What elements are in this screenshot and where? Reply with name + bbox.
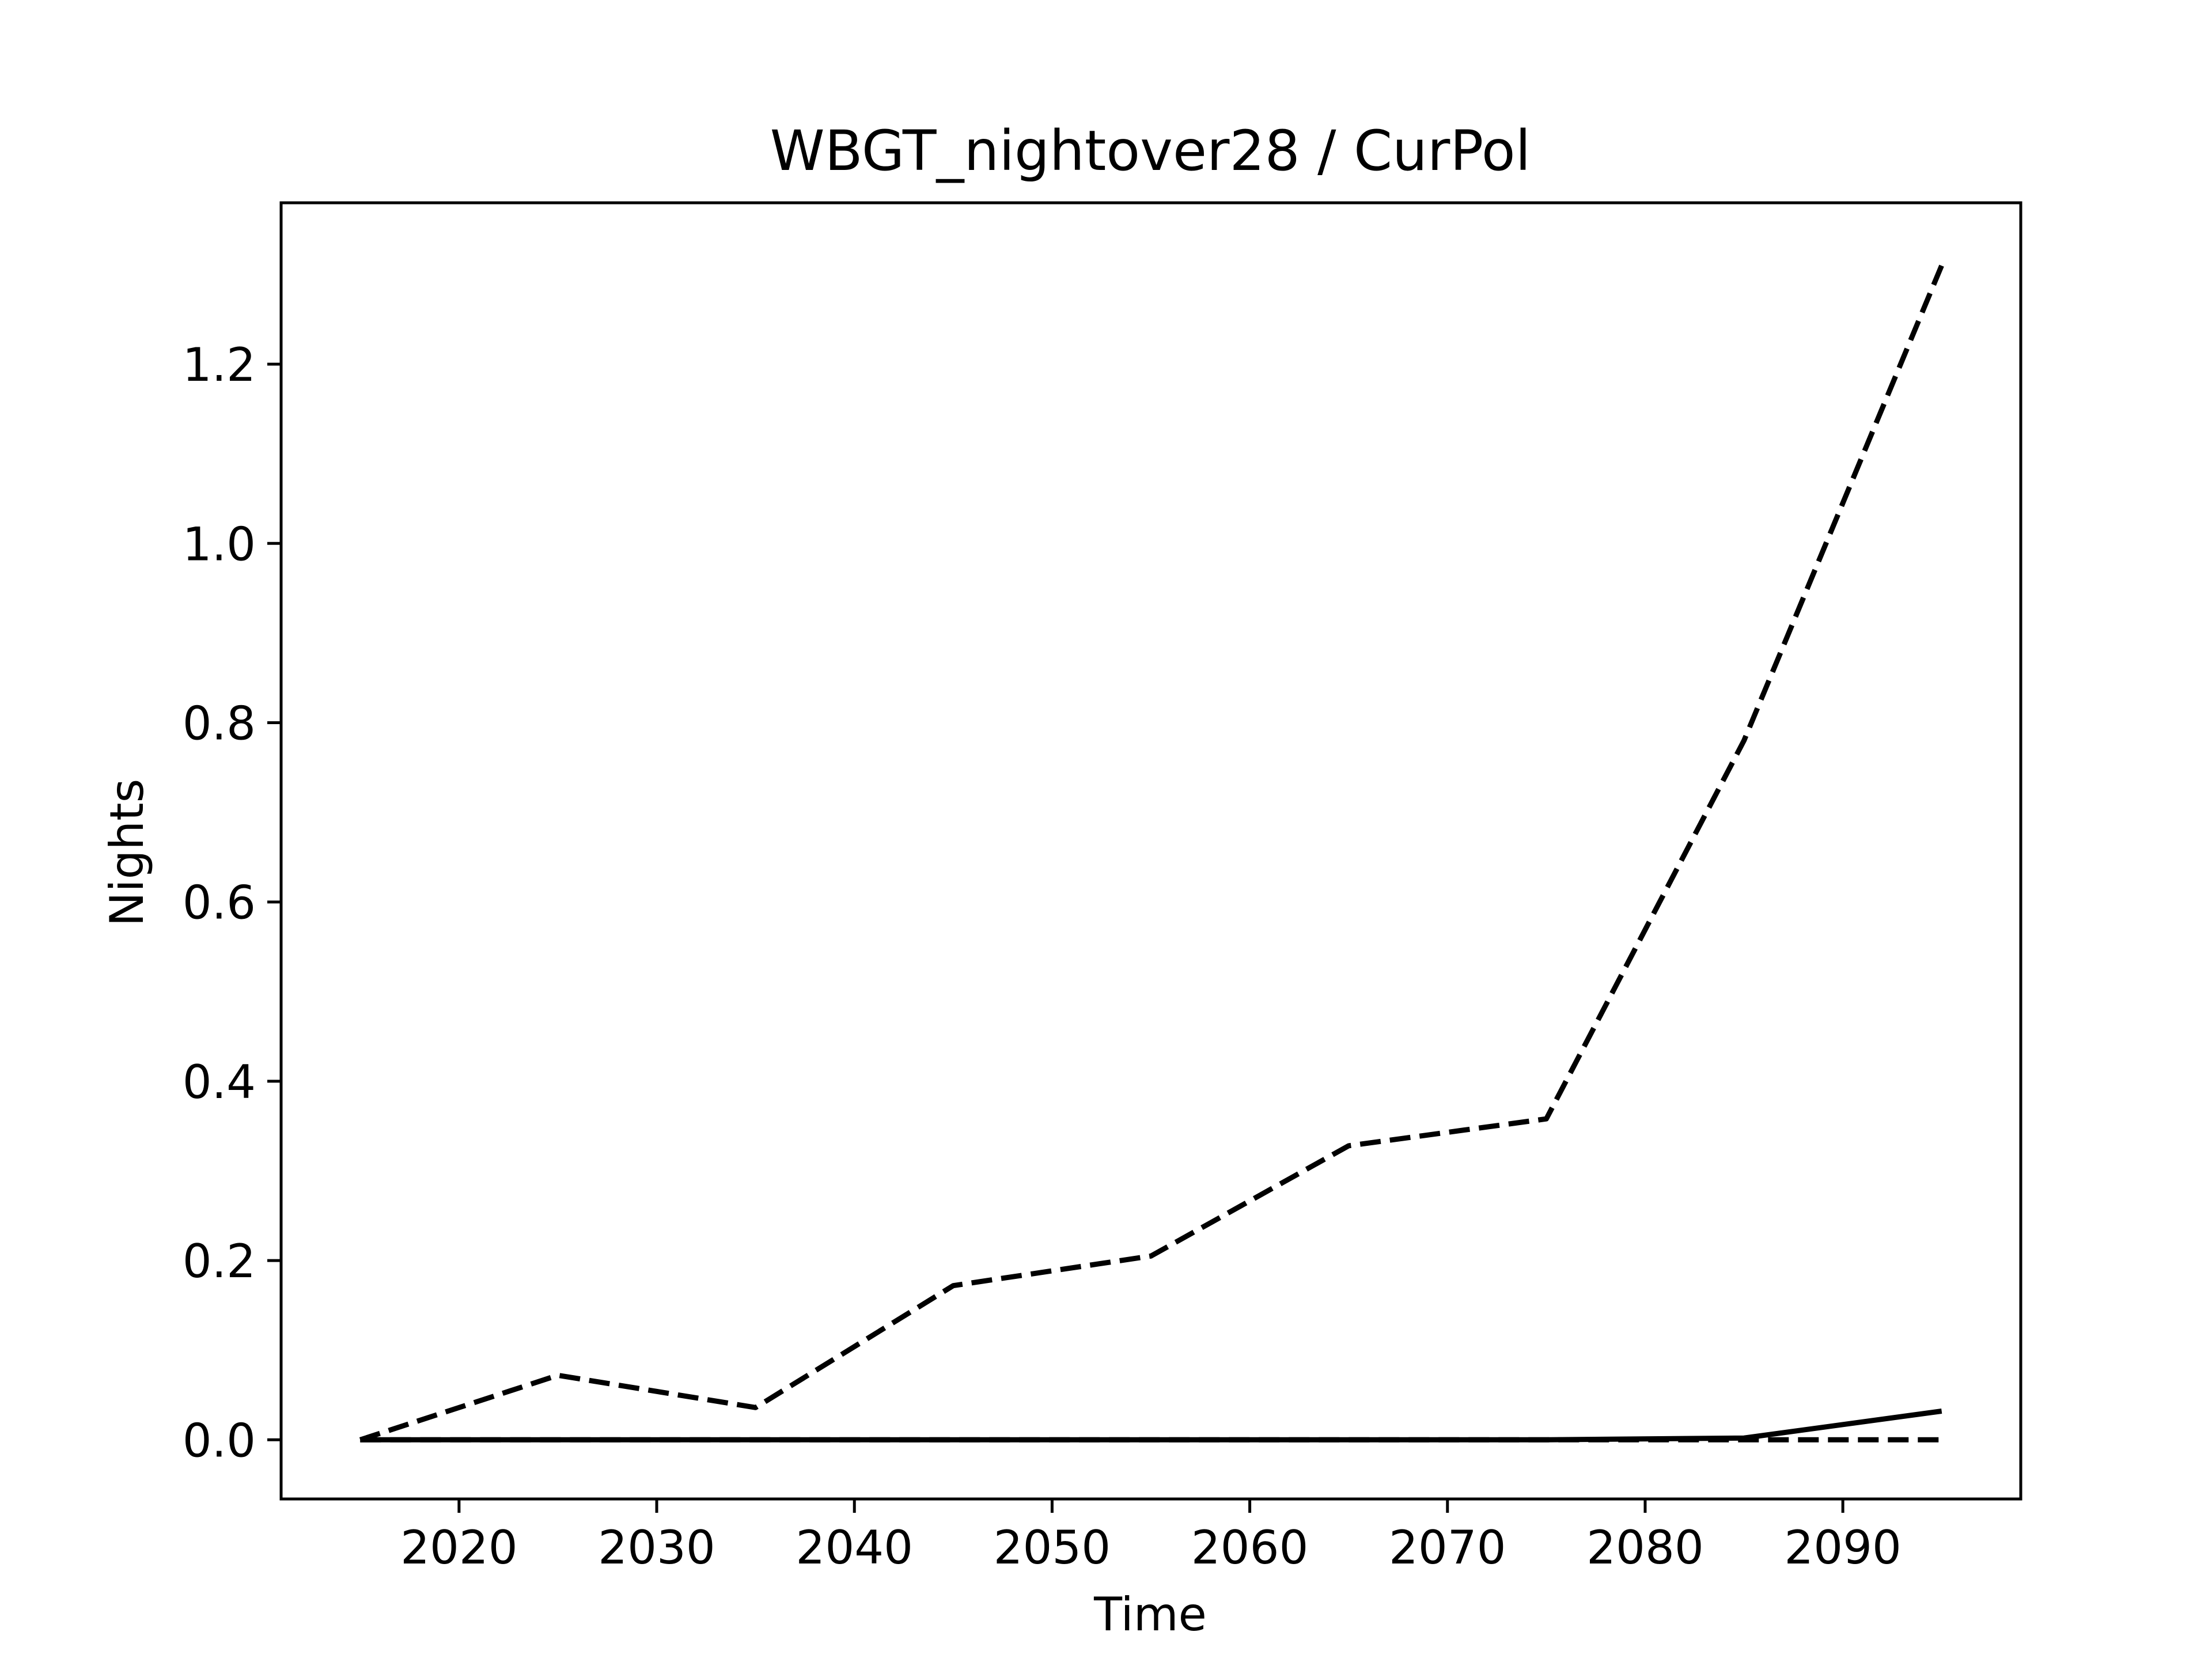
x-tick-label: 2070 — [1389, 1521, 1506, 1574]
x-tick-label: 2040 — [796, 1521, 913, 1574]
y-tick-label: 1.2 — [183, 338, 256, 392]
x-tick-label: 2060 — [1191, 1521, 1309, 1574]
y-axis-label: Nights — [100, 779, 154, 927]
x-tick-label: 2090 — [1784, 1521, 1902, 1574]
x-tick-label: 2030 — [598, 1521, 715, 1574]
chart-title: WBGT_nightover28 / CurPol — [770, 119, 1531, 183]
y-tick-label: 0.0 — [183, 1414, 256, 1467]
y-tick-label: 0.6 — [183, 876, 256, 930]
y-tick-label: 0.2 — [183, 1235, 256, 1288]
y-tick-label: 1.0 — [183, 517, 256, 571]
x-axis-label: Time — [1093, 1588, 1207, 1641]
x-tick-label: 2050 — [994, 1521, 1111, 1574]
y-tick-label: 0.4 — [183, 1055, 256, 1109]
y-tick-label: 0.8 — [183, 696, 256, 750]
x-tick-label: 2080 — [1586, 1521, 1704, 1574]
x-tick-label: 2020 — [400, 1521, 518, 1574]
